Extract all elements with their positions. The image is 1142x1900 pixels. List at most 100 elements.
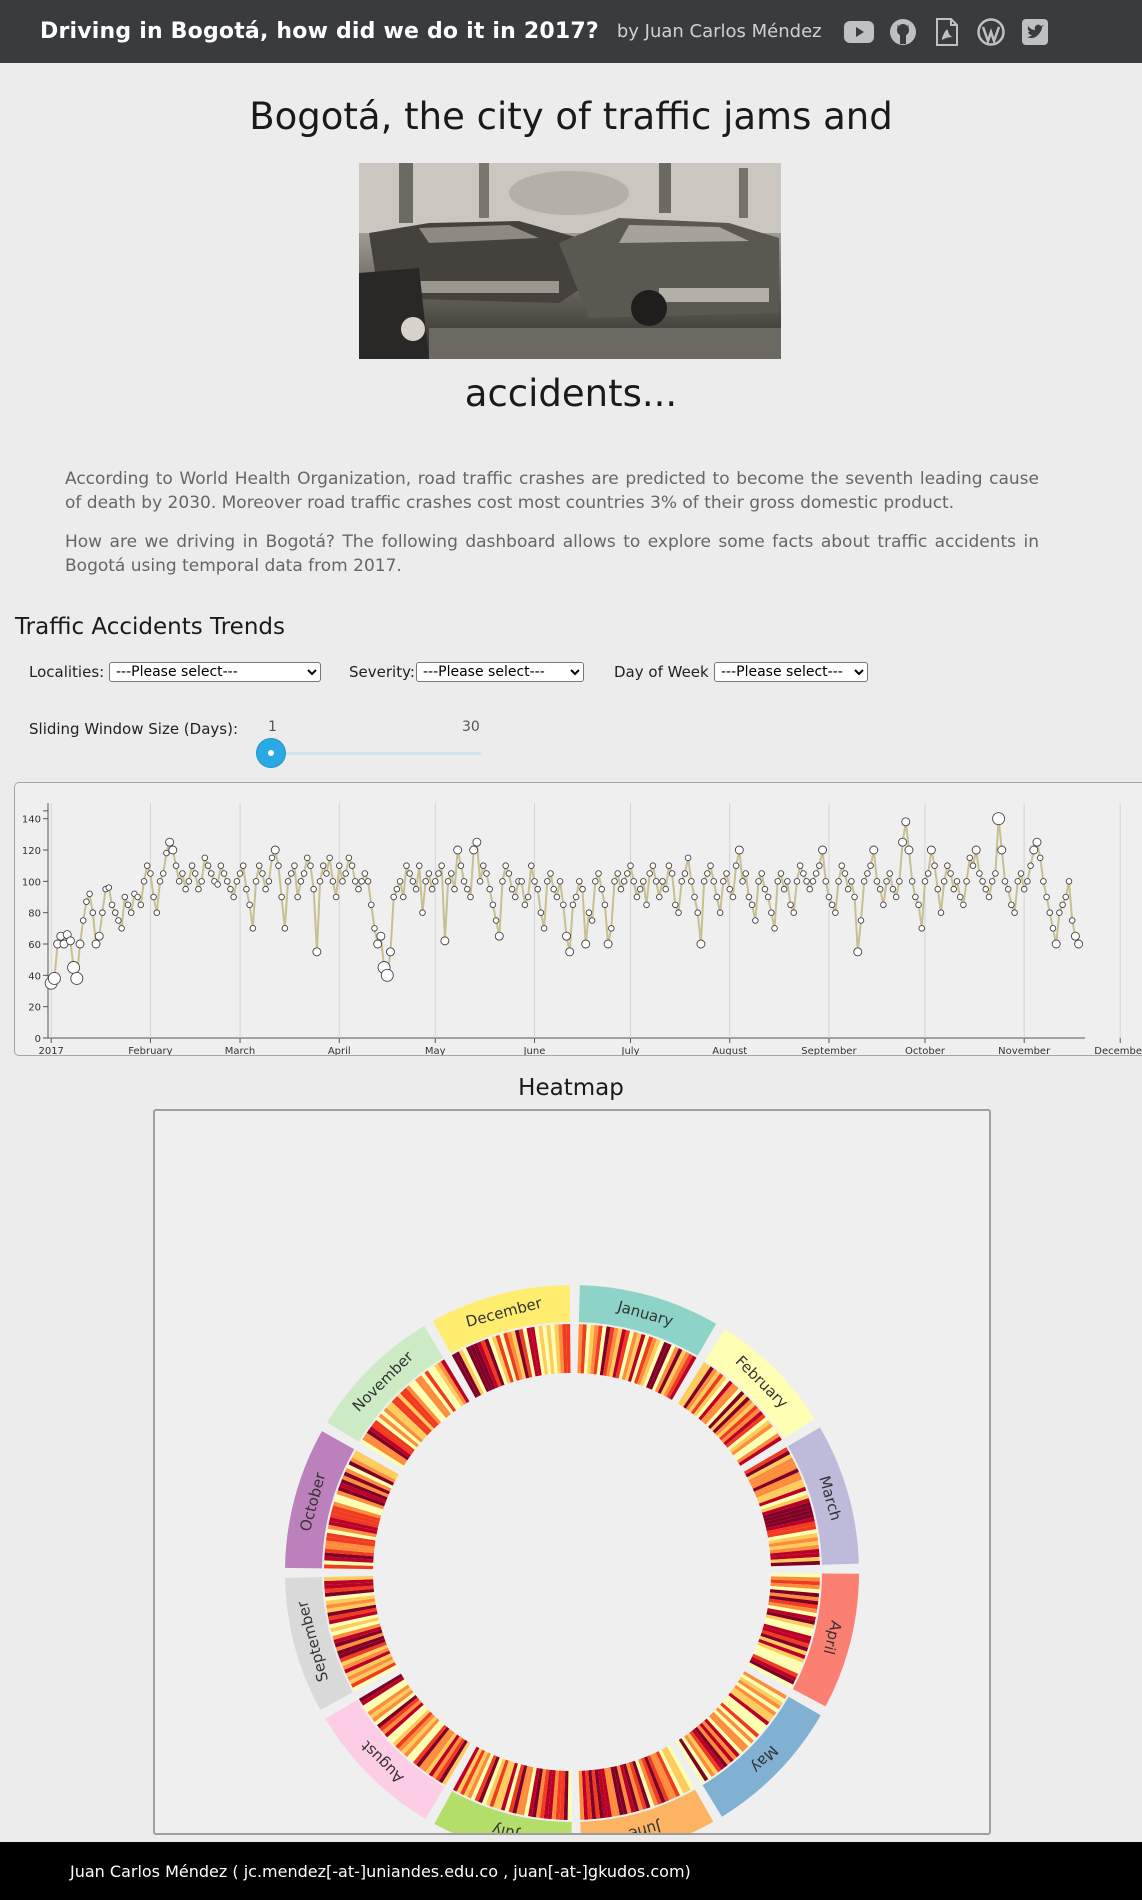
day-cell — [535, 1768, 547, 1818]
x-tick-label: February — [128, 1046, 172, 1055]
day-cell — [500, 1762, 518, 1811]
data-point — [227, 885, 234, 893]
day-cell — [638, 1758, 659, 1806]
data-point — [867, 862, 874, 869]
data-point — [111, 909, 119, 916]
sliding-window-handle[interactable] — [257, 739, 285, 767]
twitter-icon[interactable] — [1020, 17, 1050, 47]
data-point — [1040, 878, 1047, 885]
data-point — [105, 884, 113, 891]
day-cell — [708, 1714, 746, 1752]
wordpress-icon[interactable] — [976, 17, 1006, 47]
data-point — [1008, 901, 1015, 909]
data-point — [380, 968, 394, 982]
slider-max-label: 30 — [462, 719, 480, 735]
data-point — [323, 870, 330, 877]
day-cell — [531, 1768, 543, 1818]
data-point — [127, 909, 135, 916]
data-point — [540, 925, 548, 932]
day-cell — [334, 1497, 383, 1516]
data-point — [99, 909, 106, 916]
day-cell — [551, 1770, 559, 1820]
github-icon[interactable] — [888, 17, 918, 47]
day-cell — [381, 1410, 421, 1445]
day-cell — [701, 1720, 737, 1760]
day-cell — [530, 1326, 542, 1376]
day-cell — [325, 1591, 375, 1601]
data-point — [585, 909, 593, 916]
day-cell — [751, 1464, 798, 1489]
data-point — [598, 885, 605, 893]
day-cell — [331, 1509, 380, 1525]
day-cell — [646, 1755, 670, 1802]
day-cell — [759, 1490, 808, 1510]
data-point — [528, 862, 535, 869]
data-point — [412, 885, 420, 893]
day-cell — [619, 1764, 636, 1813]
data-point — [480, 862, 487, 869]
day-cell — [411, 1380, 447, 1421]
day-cell — [757, 1483, 805, 1504]
day-cell — [730, 1690, 772, 1723]
day-cell — [496, 1761, 515, 1810]
localities-select[interactable]: ---Please select--- — [109, 662, 321, 682]
data-point — [739, 878, 746, 885]
data-point — [716, 909, 724, 916]
day-cell — [769, 1544, 819, 1554]
month-band-august — [325, 1699, 445, 1819]
data-point — [915, 901, 922, 909]
data-point — [355, 885, 362, 893]
data-point — [1027, 862, 1034, 869]
data-point — [588, 917, 596, 924]
data-point — [1001, 878, 1009, 885]
data-point — [352, 878, 359, 885]
day-cell — [768, 1533, 818, 1544]
data-point — [761, 885, 769, 893]
data-point — [1024, 878, 1031, 885]
day-cell — [324, 1585, 374, 1593]
day-cell — [324, 1588, 375, 1597]
data-point — [416, 862, 423, 869]
day-cell — [467, 1752, 491, 1799]
data-point — [665, 862, 673, 869]
day-cell — [348, 1460, 395, 1486]
day-cell — [388, 1401, 428, 1438]
day-cell — [769, 1595, 819, 1606]
data-point — [1049, 925, 1057, 932]
data-point — [1065, 878, 1073, 885]
day-cell — [755, 1475, 803, 1498]
data-point — [696, 939, 706, 949]
day-cell — [762, 1626, 811, 1645]
day-of-week-select[interactable]: ---Please select--- — [714, 662, 868, 682]
day-cell — [478, 1756, 500, 1804]
day-cell — [484, 1338, 505, 1386]
data-point — [492, 917, 500, 924]
data-point — [214, 881, 221, 888]
data-point — [494, 931, 504, 941]
day-cell — [522, 1328, 536, 1377]
data-point — [121, 893, 129, 901]
day-cell — [741, 1674, 785, 1703]
data-point — [310, 885, 317, 893]
pdf-icon[interactable] — [932, 17, 962, 47]
day-cell — [585, 1770, 593, 1820]
day-cell — [770, 1548, 820, 1557]
sliding-window-track[interactable] — [271, 752, 481, 755]
day-cell — [610, 1766, 624, 1816]
data-point — [259, 870, 266, 877]
site-title[interactable]: Driving in Bogotá, how did we do it in 2… — [40, 19, 599, 44]
day-cell — [651, 1344, 676, 1392]
youtube-icon[interactable] — [843, 17, 874, 47]
data-point — [249, 925, 257, 932]
data-point — [924, 870, 932, 877]
day-cell — [770, 1573, 820, 1578]
trends-title: Traffic Accidents Trends — [15, 614, 285, 640]
data-point — [841, 870, 849, 877]
data-point — [633, 893, 641, 901]
day-cell — [767, 1525, 817, 1538]
data-point — [159, 870, 167, 877]
severity-select[interactable]: ---Please select--- — [416, 662, 584, 682]
data-point — [988, 878, 996, 885]
data-point — [953, 878, 961, 885]
day-cell — [329, 1614, 379, 1629]
